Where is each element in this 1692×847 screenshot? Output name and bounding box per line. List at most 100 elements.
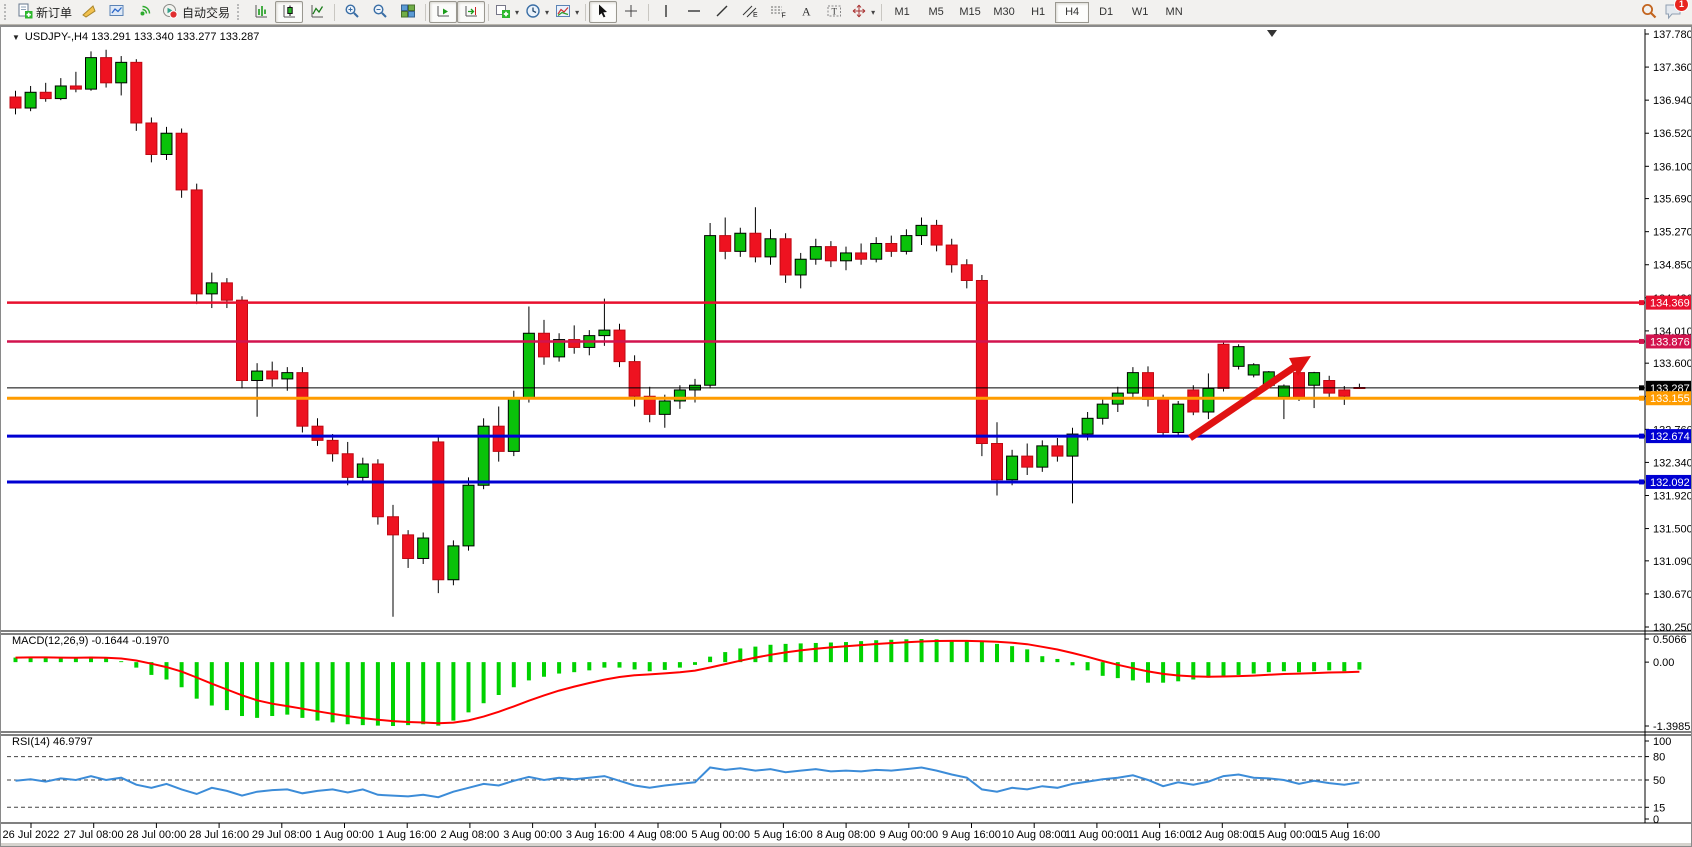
timeframe-button-mn[interactable]: MN xyxy=(1165,6,1183,18)
bear-candle xyxy=(628,361,641,397)
macd-signal-line xyxy=(15,639,1360,725)
arrow-head xyxy=(1289,356,1311,376)
autotrading-button[interactable]: 自动交易 xyxy=(159,1,233,23)
terminal-button[interactable] xyxy=(103,1,131,23)
templates-button[interactable]: ▾ xyxy=(552,1,582,23)
timeframe-button-h4[interactable]: H4 xyxy=(1055,1,1090,23)
time-axis: 26 Jul 2022 27 Jul 08:00 28 Jul 00:00 28 Ju… xyxy=(3,823,1380,841)
timeframe-button-m30[interactable]: M30 xyxy=(993,6,1015,18)
zoom-in-button[interactable] xyxy=(338,1,366,23)
svg-text:15 Aug 00:00: 15 Aug 00:00 xyxy=(1253,829,1318,841)
bull-candle xyxy=(1006,455,1019,481)
chat-button[interactable]: 1 xyxy=(1664,0,1689,23)
channel-button[interactable]: E xyxy=(736,1,764,23)
chevron-down-icon: ▾ xyxy=(545,7,550,17)
svg-text:9 Aug 00:00: 9 Aug 00:00 xyxy=(879,829,938,841)
vertical-line-button[interactable] xyxy=(652,1,680,23)
bear-candle xyxy=(779,238,792,276)
autotrading-icon xyxy=(162,3,179,22)
chevron-down-icon: ▾ xyxy=(575,7,580,17)
svg-text:80: 80 xyxy=(1653,752,1665,764)
svg-text:E: E xyxy=(753,12,758,19)
bull-candle xyxy=(598,329,611,337)
text-button[interactable]: A xyxy=(792,1,820,23)
svg-text:50: 50 xyxy=(1653,775,1665,787)
bull-candle xyxy=(1232,346,1245,367)
svg-text:F: F xyxy=(782,12,786,19)
bottom-strip xyxy=(0,843,1692,847)
timeframe-button-m1[interactable]: M1 xyxy=(894,6,910,18)
arrows-button[interactable]: ▾ xyxy=(848,1,878,23)
toolbar-grip xyxy=(4,4,11,20)
bear-candle xyxy=(1021,455,1034,468)
chart-canvas[interactable]: 137.780 137.360 136.940 136.520 136.100 135.6… xyxy=(0,26,1692,847)
bear-candle xyxy=(387,516,399,536)
bull-candle xyxy=(915,224,928,237)
chart-shift-button[interactable] xyxy=(457,1,486,23)
svg-text:132.340: 132.340 xyxy=(1653,457,1692,469)
cursor-icon xyxy=(595,3,611,22)
horizontal-line-button[interactable] xyxy=(680,1,708,23)
timeframe-button-m15[interactable]: M15 xyxy=(959,6,981,18)
bull-candle xyxy=(85,57,97,90)
trendline-button[interactable] xyxy=(708,1,736,23)
toolbar-grip xyxy=(237,4,244,20)
price-tag xyxy=(1646,474,1692,489)
templates-icon xyxy=(555,3,571,22)
svg-text:5 Aug 00:00: 5 Aug 00:00 xyxy=(691,829,750,841)
text-label-button[interactable]: T xyxy=(820,1,848,23)
timeframe-button-h1[interactable]: H1 xyxy=(1031,6,1046,18)
bear-candle xyxy=(145,122,158,155)
arrow-annotation[interactable] xyxy=(1188,356,1311,441)
auto-scroll-button[interactable] xyxy=(429,1,458,23)
bull-candle xyxy=(809,246,822,260)
svg-text:2 Aug 08:00: 2 Aug 08:00 xyxy=(441,829,500,841)
bull-candle xyxy=(160,132,173,155)
svg-text:0.5066: 0.5066 xyxy=(1653,634,1687,646)
bear-candle xyxy=(220,282,233,301)
price-axis-ticks: 137.780 137.360 136.940 136.520 136.100 135.6… xyxy=(1645,29,1692,634)
bull-candle xyxy=(870,242,883,260)
tag-notch xyxy=(1639,395,1644,401)
fibonacci-button[interactable]: F xyxy=(764,1,792,23)
svg-text:100: 100 xyxy=(1653,736,1671,748)
svg-text:131.920: 131.920 xyxy=(1653,490,1692,502)
chart-expander-icon[interactable]: ▼ xyxy=(12,32,20,42)
line-chart-button[interactable] xyxy=(303,1,331,23)
svg-text:A: A xyxy=(802,4,811,18)
indicators-button[interactable]: ▾ xyxy=(492,1,522,23)
svg-text:131.090: 131.090 xyxy=(1653,556,1692,568)
svg-text:0.00: 0.00 xyxy=(1653,657,1674,669)
bear-candle xyxy=(341,453,354,478)
chart-window: 137.780 137.360 136.940 136.520 136.100 135.6… xyxy=(0,25,1692,847)
svg-text:0: 0 xyxy=(1653,814,1659,826)
bull-candle xyxy=(1081,417,1094,435)
svg-text:3 Aug 16:00: 3 Aug 16:00 xyxy=(566,829,625,841)
timeframe-button-m5[interactable]: M5 xyxy=(928,6,944,18)
timeframe-button-w1[interactable]: W1 xyxy=(1131,6,1149,18)
search-icon[interactable] xyxy=(1640,2,1658,23)
chart-shift-marker[interactable] xyxy=(1267,30,1277,37)
signals-button[interactable] xyxy=(131,1,159,23)
svg-text:28 Jul 00:00: 28 Jul 00:00 xyxy=(126,829,186,841)
cursor-button[interactable] xyxy=(589,1,618,23)
bear-candle xyxy=(1338,389,1351,397)
bull-candle xyxy=(1036,445,1049,468)
level-lines-layer xyxy=(7,301,1645,484)
bull-candle xyxy=(507,398,520,452)
timeframe-button-d1[interactable]: D1 xyxy=(1099,6,1114,18)
bull-candle xyxy=(251,370,264,382)
svg-text:4 Aug 08:00: 4 Aug 08:00 xyxy=(629,829,688,841)
candlestick-button[interactable] xyxy=(275,1,304,23)
alerts-button[interactable] xyxy=(75,1,103,23)
svg-text:130.250: 130.250 xyxy=(1653,622,1692,634)
bear-candle xyxy=(39,91,52,100)
new-order-button[interactable]: 新订单 xyxy=(14,1,75,23)
indicator-axis-ticks: 0.5066 0.00 -1.3985 100 80 50 150 xyxy=(7,634,1690,826)
zoom-out-button[interactable] xyxy=(366,1,394,23)
toolbar-separator xyxy=(648,3,650,21)
bar-chart-button[interactable] xyxy=(247,1,275,23)
crosshair-button[interactable] xyxy=(617,1,645,23)
tile-windows-button[interactable] xyxy=(394,1,422,23)
periods-button[interactable]: ▾ xyxy=(522,1,552,23)
